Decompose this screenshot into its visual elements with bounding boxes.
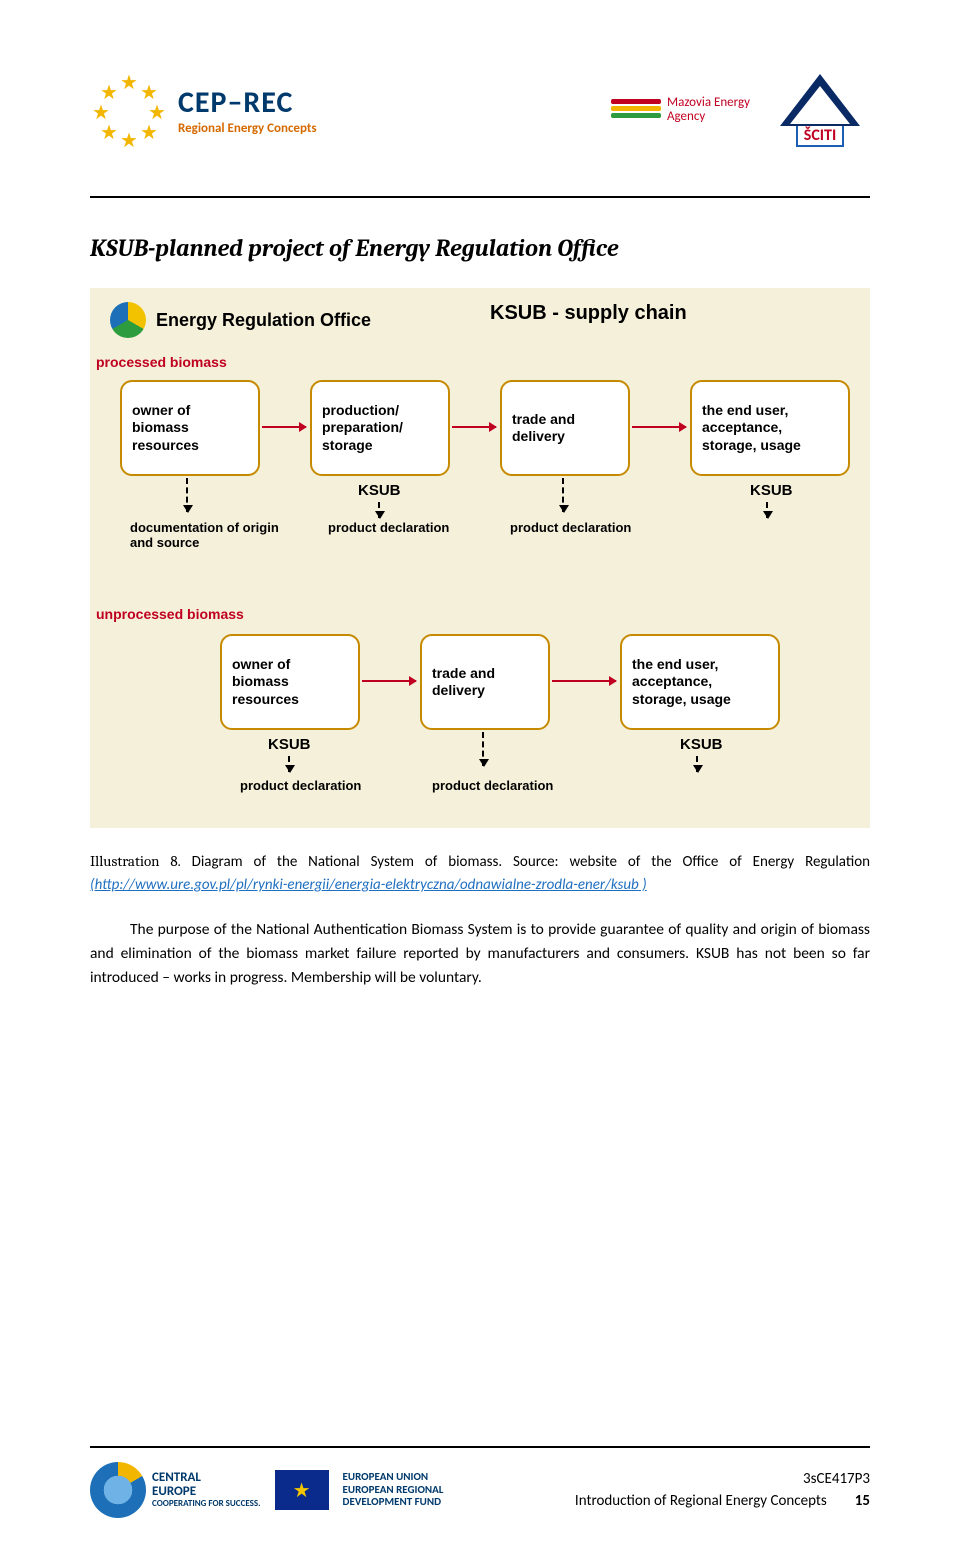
r2-node-enduser: the end user, acceptance, storage, usage bbox=[620, 634, 780, 730]
mazovia-l1: Mazovia Energy bbox=[667, 96, 750, 110]
mazovia-logo: Mazovia Energy Agency bbox=[611, 96, 750, 125]
caption-link-close: ) bbox=[639, 876, 647, 894]
caption-label: Illustration 8. bbox=[90, 852, 181, 870]
arrow-icon bbox=[632, 426, 686, 428]
arrow-icon bbox=[262, 426, 306, 428]
mazovia-icon bbox=[611, 98, 661, 122]
arrow-icon bbox=[552, 680, 616, 682]
eu-flag-icon: ★ bbox=[275, 1470, 329, 1510]
figure-caption: Illustration 8. Diagram of the National … bbox=[90, 850, 870, 898]
ksub-tag: KSUB bbox=[268, 736, 311, 753]
caption-text: Diagram of the National System of biomas… bbox=[181, 853, 870, 871]
dash-arrow-icon bbox=[696, 756, 698, 772]
dash-arrow-icon bbox=[562, 478, 564, 512]
eu-stars-icon: ★★ ★★ ★★ ★★ bbox=[90, 70, 170, 150]
page-header: ★★ ★★ ★★ ★★ CEP–REC Regional Energy Conc… bbox=[90, 40, 870, 190]
page-number: 15 bbox=[855, 1492, 870, 1510]
mazovia-l2: Agency bbox=[667, 110, 750, 124]
r1-node-enduser: the end user, acceptance, storage, usage bbox=[690, 380, 850, 476]
cep-rec-logo: ★★ ★★ ★★ ★★ CEP–REC Regional Energy Conc… bbox=[90, 50, 360, 170]
cep-subtitle: Regional Energy Concepts bbox=[178, 121, 317, 136]
r1-node-owner: owner of biomass resources bbox=[120, 380, 260, 476]
processed-label: processed biomass bbox=[96, 354, 227, 370]
eu-text: EUROPEAN UNION EUROPEAN REGIONAL DEVELOP… bbox=[343, 1471, 444, 1509]
r2-decl-1: product declaration bbox=[240, 778, 361, 793]
ce-l1: CENTRAL bbox=[152, 1471, 261, 1485]
scit-triangle-icon bbox=[780, 74, 860, 126]
eu-l1: EUROPEAN UNION bbox=[343, 1471, 444, 1484]
ksub-tag: KSUB bbox=[358, 482, 401, 499]
section-title: KSUB-planned project of Energy Regulatio… bbox=[90, 234, 870, 262]
ce-sub: COOPERATING FOR SUCCESS. bbox=[152, 1498, 261, 1509]
footer-code: 3sCE417P3 bbox=[575, 1468, 870, 1491]
scit-label: ŠCITI bbox=[796, 124, 844, 147]
r1-node-production: production/ preparation/ storage bbox=[310, 380, 450, 476]
r1-node-trade: trade and delivery bbox=[500, 380, 630, 476]
ero-circle-icon bbox=[110, 302, 146, 338]
dash-arrow-icon bbox=[186, 478, 188, 512]
ksub-diagram: Energy Regulation Office KSUB - supply c… bbox=[90, 288, 870, 828]
dash-arrow-icon bbox=[378, 502, 380, 518]
body-paragraph: The purpose of the National Authenticati… bbox=[90, 918, 870, 990]
r1-decl-doc: documentation of origin and source bbox=[130, 520, 280, 550]
unprocessed-label: unprocessed biomass bbox=[96, 606, 244, 622]
r1-decl-prod1: product declaration bbox=[328, 520, 449, 535]
caption-link[interactable]: http://www.ure.gov.pl/pl/rynki-energii/e… bbox=[95, 876, 639, 894]
eu-l3: DEVELOPMENT FUND bbox=[343, 1496, 444, 1509]
r2-node-trade: trade and delivery bbox=[420, 634, 550, 730]
ksub-tag: KSUB bbox=[750, 482, 793, 499]
page-footer: CENTRAL EUROPE COOPERATING FOR SUCCESS. … bbox=[90, 1446, 870, 1518]
dash-arrow-icon bbox=[766, 502, 768, 518]
r2-decl-2: product declaration bbox=[432, 778, 553, 793]
scit-logo: ŠCITI bbox=[770, 65, 870, 155]
arrow-icon bbox=[362, 680, 416, 682]
dash-arrow-icon bbox=[288, 756, 290, 772]
footer-doc: Introduction of Regional Energy Concepts bbox=[575, 1492, 827, 1510]
dash-arrow-icon bbox=[482, 732, 484, 766]
chain-title: KSUB - supply chain bbox=[490, 302, 687, 325]
arrow-icon bbox=[452, 426, 496, 428]
r1-decl-prod2: product declaration bbox=[510, 520, 631, 535]
ksub-tag: KSUB bbox=[680, 736, 723, 753]
ce-mark-icon bbox=[90, 1462, 146, 1518]
footer-rule bbox=[90, 1446, 870, 1448]
ero-label: Energy Regulation Office bbox=[156, 310, 371, 331]
central-europe-logo: CENTRAL EUROPE COOPERATING FOR SUCCESS. bbox=[90, 1462, 261, 1518]
r2-node-owner: owner of biomass resources bbox=[220, 634, 360, 730]
header-rule bbox=[90, 196, 870, 198]
ce-l2: EUROPE bbox=[152, 1485, 261, 1499]
cep-title: CEP–REC bbox=[178, 84, 317, 121]
